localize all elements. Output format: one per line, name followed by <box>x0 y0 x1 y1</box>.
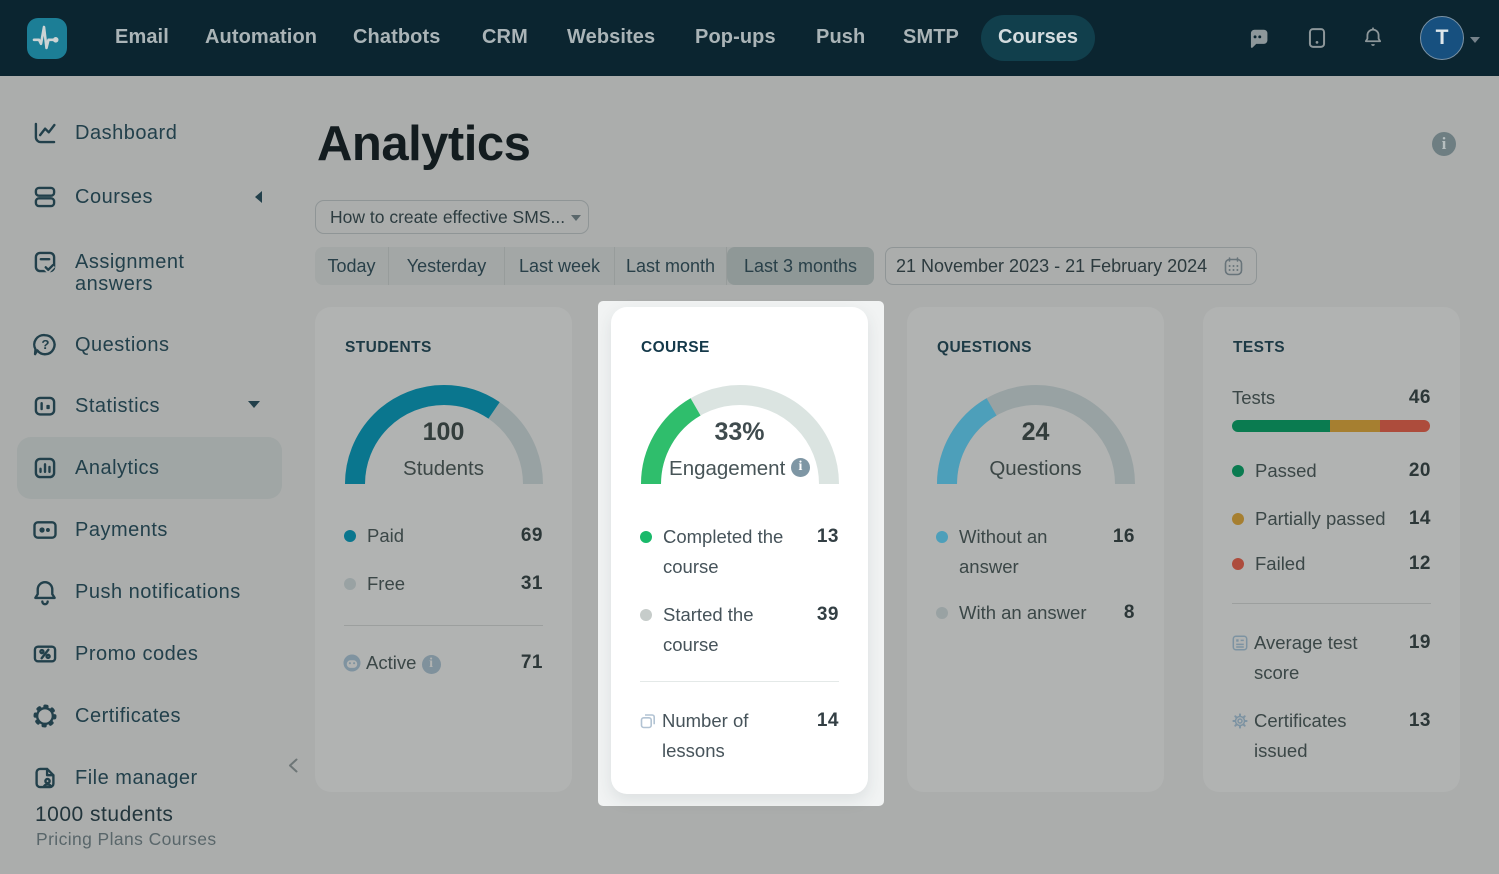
svg-text:?: ? <box>41 337 49 352</box>
